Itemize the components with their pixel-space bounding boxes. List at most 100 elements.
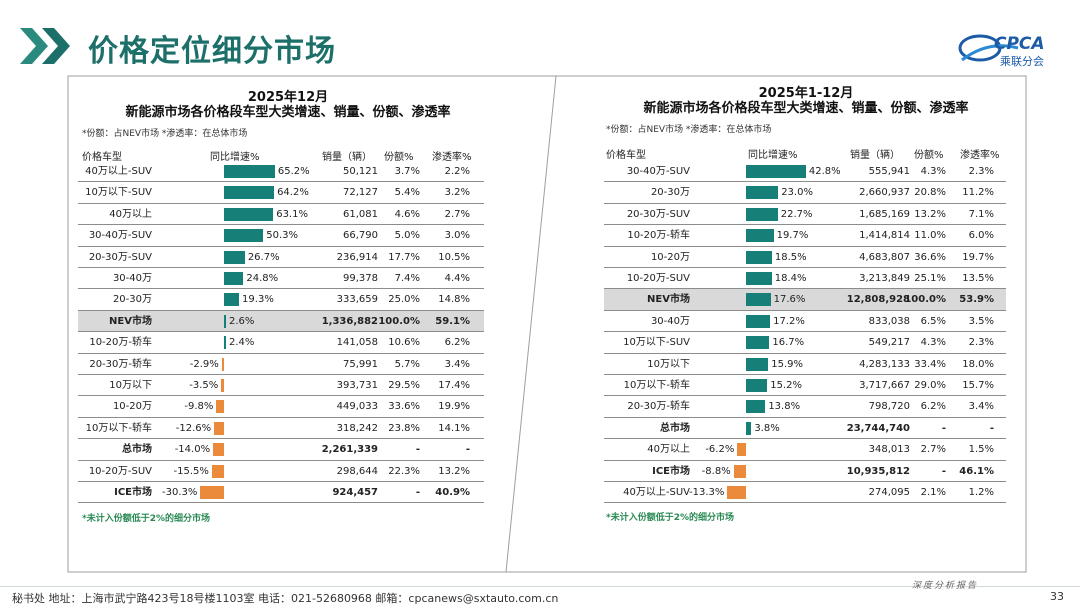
row-sales: 4,283,133 — [859, 358, 910, 370]
growth-label: 26.7% — [247, 251, 280, 263]
table-row: NEV市场 17.6% 12,808,928 100.0% 53.9% — [604, 289, 1006, 311]
growth-bar — [224, 250, 245, 264]
row-sales: 393,731 — [336, 380, 378, 391]
row-penetration: 3.2% — [444, 187, 470, 199]
row-share: 22.3% — [388, 465, 420, 477]
table-row: 20-30万-SUV 26.7% 236,914 17.7% 10.5% — [78, 247, 484, 268]
row-share: - — [941, 465, 946, 477]
row-share: 3.7% — [394, 166, 420, 177]
row-share: 11.0% — [914, 230, 946, 242]
table-row: ICE市场 -8.8% 10,935,812 - 46.1% — [604, 461, 1006, 482]
row-penetration: 59.1% — [435, 315, 470, 327]
row-sales: 66,790 — [343, 230, 378, 242]
table-row: ICE市场 -30.3% 924,457 - 40.9% — [78, 482, 484, 504]
growth-bar — [224, 293, 240, 307]
row-share: 17.7% — [388, 251, 420, 263]
row-separator — [604, 309, 1006, 311]
row-category: 10万以下 — [647, 358, 690, 370]
row-penetration: 2.7% — [444, 208, 470, 220]
growth-bar — [746, 379, 768, 392]
row-sales: 10,935,812 — [846, 465, 910, 477]
row-penetration: 19.9% — [438, 401, 470, 413]
table-row: 10-20万-SUV -15.5% 298,644 22.3% 13.2% — [78, 461, 484, 482]
col-header-sales: 销量（辆） — [850, 150, 900, 161]
growth-label: -9.8% — [184, 401, 214, 413]
growth-bar — [737, 443, 746, 457]
row-penetration: 15.7% — [962, 380, 994, 391]
table-row: 10万以下 15.9% 4,283,133 33.4% 18.0% — [604, 354, 1006, 375]
row-penetration: 1.2% — [968, 487, 994, 498]
table-row: NEV市场 2.6% 1,336,882 100.0% 59.1% — [78, 310, 484, 333]
row-share: - — [415, 487, 420, 498]
row-share: 29.0% — [914, 380, 946, 391]
row-separator — [78, 438, 484, 440]
growth-bar — [224, 165, 275, 178]
row-share: 23.8% — [388, 422, 420, 434]
cpca-logo-icon — [958, 34, 1019, 62]
row-separator — [604, 224, 1006, 226]
growth-label: 2.4% — [229, 337, 255, 349]
row-separator — [604, 331, 1006, 333]
row-sales: 72,127 — [343, 187, 378, 199]
row-sales: 1,414,814 — [859, 230, 910, 242]
growth-bar — [746, 293, 771, 307]
row-sales: 333,659 — [336, 294, 378, 306]
row-penetration: - — [989, 422, 994, 434]
row-penetration: 4.4% — [444, 273, 470, 284]
row-category: 40万以上-SUV — [85, 166, 152, 177]
row-category: 30-40万-SUV — [626, 166, 690, 177]
table-row: 30-40万 24.8% 99,378 7.4% 4.4% — [78, 268, 484, 290]
panel-note: *份额：占NEV市场 *渗透率：在总体市场 — [82, 129, 248, 139]
growth-bar — [727, 486, 746, 499]
row-penetration: 3.4% — [968, 401, 994, 413]
row-penetration: 2.3% — [968, 337, 994, 349]
table-row: 10-20万-轿车 2.4% 141,058 10.6% 6.2% — [78, 332, 484, 354]
panel-subtitle: 新能源市场各价格段车型大类增速、销量、份额、渗透率 — [643, 101, 969, 116]
row-category: ICE市场 — [652, 465, 690, 477]
row-penetration: 18.0% — [962, 358, 994, 370]
table-row: 10-20万-SUV 18.4% 3,213,849 25.1% 13.5% — [604, 268, 1006, 290]
growth-label: 17.6% — [773, 294, 806, 306]
row-sales: 798,720 — [868, 401, 910, 413]
growth-label: -30.3% — [161, 487, 198, 498]
row-category: 30-40万 — [650, 315, 690, 327]
growth-label: 15.9% — [771, 358, 804, 370]
row-separator — [604, 288, 1006, 290]
table-row: 10-20万-轿车 19.7% 1,414,814 11.0% 6.0% — [604, 225, 1006, 247]
row-penetration: 17.4% — [438, 380, 470, 391]
row-sales: 833,038 — [868, 315, 910, 327]
row-sales: 555,941 — [868, 166, 910, 177]
growth-bar — [224, 314, 227, 328]
growth-label: -12.6% — [175, 422, 212, 434]
row-separator — [604, 459, 1006, 461]
row-sales: 2,261,339 — [321, 444, 378, 456]
row-sales: 298,644 — [336, 465, 378, 477]
row-category: 30-40万 — [112, 273, 152, 284]
growth-bar — [733, 464, 746, 478]
row-category: 10-20万-轿车 — [627, 230, 690, 242]
row-sales: 274,095 — [868, 487, 910, 498]
row-sales: 2,660,937 — [859, 187, 910, 199]
row-separator — [78, 502, 484, 504]
row-separator — [78, 181, 484, 183]
table-row: 10万以下-轿车 15.2% 3,717,667 29.0% 15.7% — [604, 375, 1006, 397]
table-row: 40万以上 -6.2% 348,013 2.7% 1.5% — [604, 439, 1006, 461]
row-penetration: 11.2% — [962, 187, 994, 199]
col-header-category: 价格车型 — [82, 152, 122, 163]
col-header-sales: 销量（辆） — [322, 152, 372, 163]
table-row: 30-40万-SUV 50.3% 66,790 5.0% 3.0% — [78, 225, 484, 247]
row-separator — [604, 416, 1006, 418]
row-share: 29.5% — [388, 380, 420, 391]
growth-bar — [746, 314, 771, 328]
growth-bar — [224, 207, 274, 221]
row-share: 20.8% — [914, 187, 946, 199]
growth-bar — [221, 357, 224, 371]
growth-bar — [224, 272, 244, 285]
growth-label: 42.8% — [808, 166, 841, 177]
row-separator — [604, 502, 1006, 504]
row-penetration: 3.0% — [444, 230, 470, 242]
growth-label: 19.3% — [242, 294, 274, 306]
row-category: NEV市场 — [109, 315, 152, 327]
growth-label: 16.7% — [772, 337, 805, 349]
growth-label: 22.7% — [780, 208, 813, 220]
